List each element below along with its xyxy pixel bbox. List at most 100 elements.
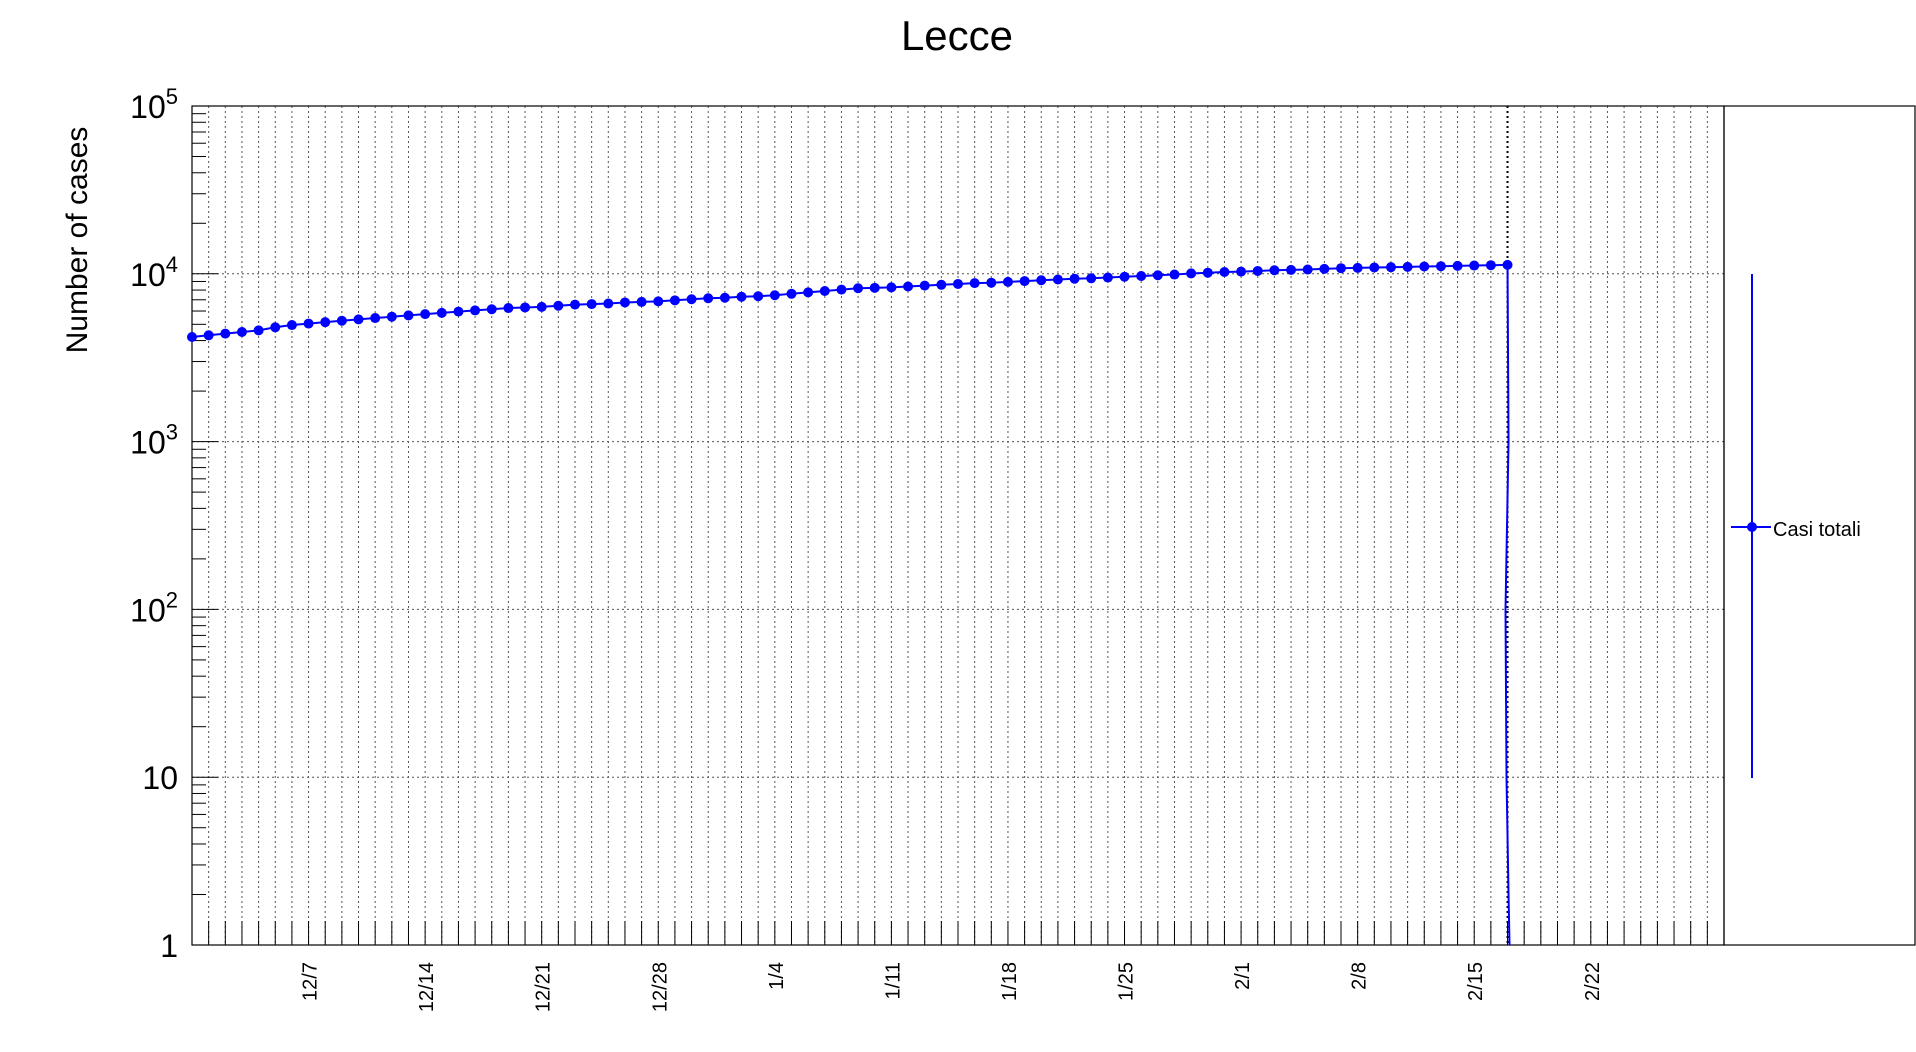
series-point [1036,275,1047,286]
series-point [453,306,464,317]
series-point [1385,262,1396,273]
series-point [1119,271,1130,282]
series-point [1336,263,1346,274]
series-point [520,302,531,313]
series-point [936,279,947,290]
y-tick-label: 1 [160,928,178,964]
series-point [803,287,814,298]
series-point [1369,262,1380,273]
series-point [1186,268,1197,279]
series-point [503,303,514,314]
y-tick-label: 105 [130,84,178,125]
series-point [403,310,414,321]
series-point [1452,260,1463,271]
chart-title: Lecce [901,12,1013,59]
x-tick-label: 2/22 [1582,962,1604,1001]
series-point [1086,273,1097,284]
series-point [370,313,381,324]
series-point [1102,272,1113,283]
legend-marker [1747,522,1757,532]
series-point [1502,259,1513,270]
x-tick-label: 12/7 [300,962,322,1001]
series-point [619,297,630,308]
series-point [270,322,281,333]
series-point [553,300,564,311]
series-point [1052,274,1063,285]
series-point [1236,266,1247,277]
series-point [686,294,697,305]
x-tick-label: 1/25 [1116,962,1138,1001]
grid-layer [192,106,1724,945]
x-tick-label: 12/21 [533,962,555,1012]
series-point [919,280,930,291]
series-point [786,288,797,299]
series-point [1352,262,1363,273]
series-point [1319,263,1330,274]
series-point [1202,267,1213,278]
y-axis-label: Number of cases [61,127,94,354]
series-point [1286,264,1297,275]
series-point [1402,261,1413,272]
series-point [1152,270,1163,281]
series-point [853,283,864,294]
x-tick-label: 1/11 [882,962,904,999]
legend-label: Casi totali [1773,519,1861,541]
y-tick-label: 104 [130,252,178,293]
series-point [1019,276,1030,287]
series-point [1252,265,1263,276]
x-tick-label: 2/15 [1465,962,1487,1001]
series-point [436,307,447,318]
series-point [586,299,597,310]
series-point [486,304,497,315]
x-tick-label: 12/14 [416,962,438,1012]
series-point [1136,271,1147,282]
legend: Casi totali [1731,274,1861,778]
series-point [769,290,780,301]
series-point [1469,260,1480,271]
series-point [636,296,647,307]
series-point [1069,273,1080,284]
series-point [953,278,963,289]
series-point [353,314,364,325]
series-point [719,292,730,303]
series-point [203,330,214,341]
x-tick-label: 1/4 [766,962,788,990]
series-point [1419,261,1430,272]
series-point [253,325,264,336]
series-point [653,296,664,307]
series-point [1269,265,1280,276]
series-point [286,320,297,331]
series-point [986,277,997,288]
series-point [903,281,914,292]
series-point [886,282,897,293]
series-layer [187,259,1513,946]
series-point [336,315,347,326]
series-point [470,305,481,316]
series-point [303,318,314,329]
series-point [1219,267,1230,278]
series-point [669,295,680,306]
x-tick-label: 2/8 [1349,962,1371,990]
series-point [1435,261,1446,272]
series-point [320,317,331,328]
series-point [1002,276,1013,287]
series-point [570,299,580,310]
series-point [753,291,764,302]
series-point [386,311,397,322]
series-point [736,291,747,302]
y-tick-label: 102 [130,587,178,628]
series-point [220,328,231,339]
series-point [819,285,830,296]
series-point [969,278,980,289]
x-tick-label: 12/28 [649,962,671,1012]
series-point [1485,260,1496,271]
series-point [703,293,714,304]
series-point [536,301,547,312]
x-tick-label: 2/1 [1232,962,1254,990]
series-point [836,284,847,295]
x-tick-label: 1/18 [999,962,1021,1001]
series-point [236,326,247,337]
